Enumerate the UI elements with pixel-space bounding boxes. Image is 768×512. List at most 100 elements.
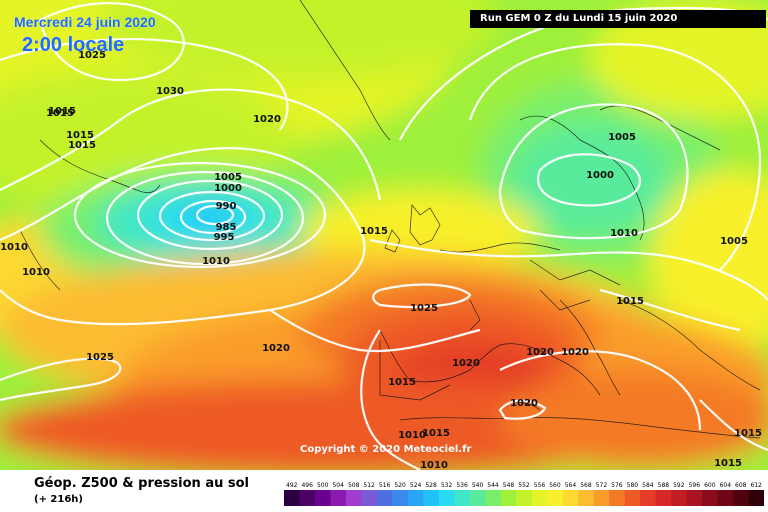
lead-time: (+ 216h) (34, 494, 83, 505)
scale-swatch (392, 490, 409, 506)
isobar-label-1015: 1015 (68, 140, 96, 151)
scale-swatch (469, 490, 486, 506)
scale-tick-label: 556 (534, 482, 546, 489)
scale-tick-label: 508 (348, 482, 360, 489)
parameter-title: Géop. Z500 & pression au sol (34, 476, 249, 491)
isobar-label-1010: 1010 (0, 242, 28, 253)
isobar-label-1015: 1015 (46, 108, 74, 119)
scale-swatch (717, 490, 734, 506)
scale-tick-label: 548 (503, 482, 515, 489)
scale-tick-label: 560 (549, 482, 561, 489)
isobar-label-1000: 1000 (214, 183, 242, 194)
scale-tick-label: 504 (332, 482, 344, 489)
scale-swatch (284, 490, 300, 506)
isobar-label-990: 990 (216, 201, 237, 212)
scale-swatch (562, 490, 579, 506)
isobar-label-1015: 1015 (48, 106, 76, 117)
scale-swatch (345, 490, 362, 506)
scale-tick-label: 576 (611, 482, 623, 489)
isobar-label-1025: 1025 (78, 50, 106, 61)
scale-swatch (686, 490, 703, 506)
scale-swatch (376, 490, 393, 506)
scale-swatch (671, 490, 688, 506)
scale-swatch (330, 490, 347, 506)
isobar-labels: 1015102510301020101510151015100510009909… (0, 50, 762, 470)
isobar-label-1020: 1020 (253, 114, 281, 125)
isobar-label-1005: 1005 (608, 132, 636, 143)
scale-swatch (423, 490, 440, 506)
forecast-date: Mercredi 24 juin 2020 (14, 14, 156, 30)
model-run-banner: Run GEM 0 Z du Lundi 15 juin 2020 (470, 10, 766, 28)
isobar-label-1025: 1025 (410, 303, 438, 314)
scale-swatch (485, 490, 502, 506)
isobar-label-1025: 1025 (86, 352, 114, 363)
scale-tick-label: 500 (317, 482, 329, 489)
scale-swatch (454, 490, 471, 506)
isobar-label-1010: 1010 (420, 460, 448, 470)
isobar-label-1015: 1015 (714, 458, 742, 469)
scale-tick-label: 524 (410, 482, 422, 489)
scale-swatch (531, 490, 548, 506)
scale-swatch (299, 490, 316, 506)
isobar-label-1015: 1015 (616, 296, 644, 307)
scale-tick-label: 492 (286, 482, 298, 489)
scale-swatch (516, 490, 533, 506)
scale-tick-label: 596 (689, 482, 701, 489)
isobar-label-1010: 1010 (398, 430, 426, 441)
isobar-label-1015: 1015 (734, 428, 762, 439)
isobar-label-1020: 1020 (526, 347, 554, 358)
geopotential-field (0, 0, 768, 470)
scale-swatch (624, 490, 641, 506)
scale-tick-label: 600 (704, 482, 716, 489)
scale-swatch (361, 490, 378, 506)
isobar-label-1020: 1020 (561, 347, 589, 358)
scale-tick-label: 528 (425, 482, 437, 489)
isobar-label-1020: 1020 (510, 398, 538, 409)
scale-tick-label: 580 (627, 482, 639, 489)
scale-tick-label: 588 (658, 482, 670, 489)
isobar-label-1015: 1015 (66, 130, 94, 141)
isobar-label-1000: 1000 (586, 170, 614, 181)
scale-tick-label: 496 (301, 482, 313, 489)
weather-map: 1015102510301020101510151015100510009909… (0, 0, 768, 470)
scale-swatch (733, 490, 750, 506)
scale-swatch (609, 490, 626, 506)
isobar-label-1015: 1015 (422, 428, 450, 439)
scale-swatch (314, 490, 331, 506)
scale-tick-label: 520 (394, 482, 406, 489)
copyright-text: Copyright © 2020 Meteociel.fr (300, 444, 472, 455)
scale-swatch (407, 490, 424, 506)
scale-tick-label: 572 (596, 482, 608, 489)
scale-tick-label: 608 (735, 482, 747, 489)
scale-swatch (655, 490, 672, 506)
scale-tick-label: 604 (720, 482, 732, 489)
scale-tick-label: 552 (518, 482, 530, 489)
scale-swatch (748, 490, 764, 506)
scale-tick-label: 568 (580, 482, 592, 489)
isobar-lines (0, 2, 768, 470)
isobar-label-1020: 1020 (452, 358, 480, 369)
isobar-label-1010: 1010 (610, 228, 638, 239)
isobar-label-1005: 1005 (720, 236, 748, 247)
scale-tick-label: 564 (565, 482, 577, 489)
forecast-time: 2:00 locale (22, 34, 125, 56)
isobar-label-995: 995 (214, 232, 235, 243)
scale-tick-label: 592 (673, 482, 685, 489)
isobar-label-1010: 1010 (202, 256, 230, 267)
isobar-label-985: 985 (216, 222, 237, 233)
scale-swatch (593, 490, 610, 506)
scale-tick-label: 612 (751, 482, 763, 489)
scale-tick-label: 584 (642, 482, 654, 489)
scale-tick-label: 532 (441, 482, 453, 489)
scale-swatch (640, 490, 657, 506)
scale-swatch (702, 490, 719, 506)
scale-tick-label: 536 (456, 482, 468, 489)
color-scale-legend: 492 496 500 504 508 512 516 520 524 528 532 536 540 5… (284, 482, 764, 506)
scale-swatch (578, 490, 595, 506)
scale-tick-label: 512 (363, 482, 375, 489)
scale-swatch (547, 490, 564, 506)
isobar-label-1010: 1010 (22, 267, 50, 278)
isobar-label-1015: 1015 (360, 226, 388, 237)
isobar-label-1015: 1015 (388, 377, 416, 388)
scale-swatch (438, 490, 455, 506)
